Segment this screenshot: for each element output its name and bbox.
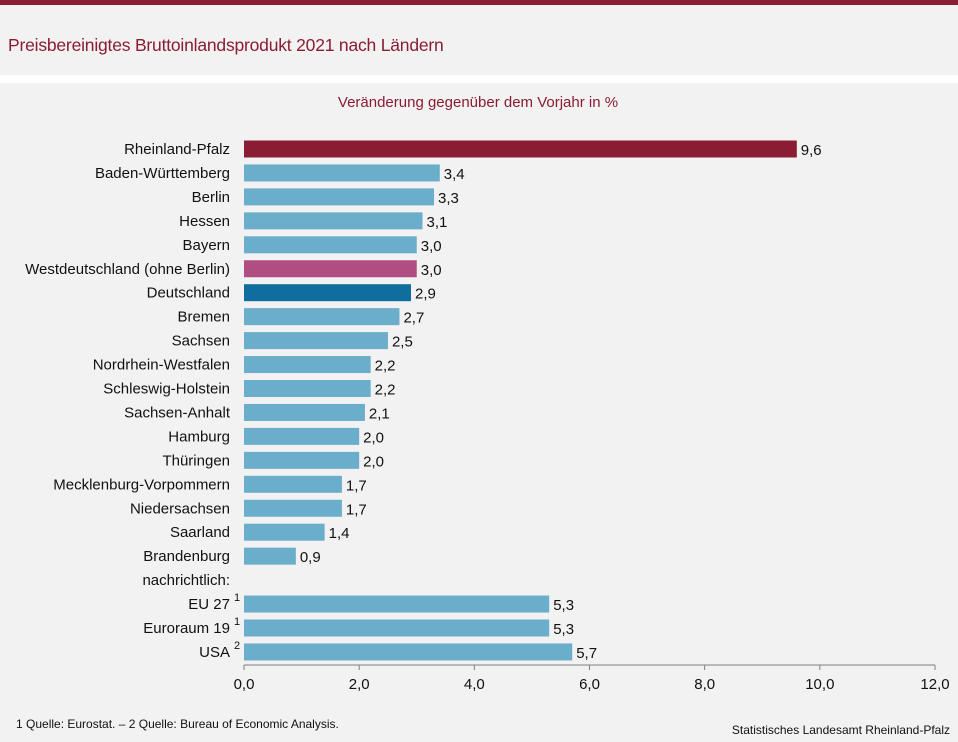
value-label-westdeutschland-ohne-berlin: 3,0 [421,262,442,279]
category-label-baden-württemberg: Baden-Württemberg [95,165,230,182]
bar-saarland [244,523,325,541]
value-label-saarland: 1,4 [329,525,350,542]
value-label-usa: 5,7 [576,645,597,662]
bar-hamburg [244,427,360,445]
value-label-nordrhein-westfalen: 2,2 [375,358,396,375]
category-label-deutschland: Deutschland [147,285,230,302]
value-label-eu-27: 5,3 [553,597,574,614]
category-label-westdeutschland-ohne-berlin: Westdeutschland (ohne Berlin) [25,261,230,278]
category-label-berlin: Berlin [192,189,230,206]
category-label-saarland: Saarland [170,524,230,541]
bar-niedersachsen [244,499,342,517]
top-accent-bar [0,0,958,5]
bar-eu-27 [244,595,550,613]
bar-mecklenburg-vorpommern [244,475,342,493]
category-label-eu-27: EU 27 [188,596,230,613]
bar-hessen [244,212,423,230]
category-label-bayern: Bayern [182,237,230,254]
value-label-schleswig-holstein: 2,2 [375,382,396,399]
category-label-bremen: Bremen [177,309,230,326]
category-label-mecklenburg-vorpommern: Mecklenburg-Vorpommern [53,476,230,493]
page-title: Preisbereinigtes Bruttoinlandsprodukt 20… [8,35,444,55]
bar-nordrhein-westfalen [244,356,371,374]
category-label-nachrichtlich: nachrichtlich: [142,572,230,589]
x-tick-label: 8,0 [694,676,715,693]
value-label-deutschland: 2,9 [415,286,436,303]
footnote-marker: 1 [234,592,240,604]
bar-schleswig-holstein [244,380,371,397]
value-label-brandenburg: 0,9 [300,549,321,566]
value-label-sachsen-anhalt: 2,1 [369,405,390,422]
x-tick-label: 6,0 [579,676,600,693]
category-label-euroraum-19: Euroraum 19 [143,620,230,637]
category-label-hessen: Hessen [179,213,230,230]
header-separator [0,75,958,83]
bar-brandenburg [244,547,296,565]
value-label-rheinland-pfalz: 9,6 [801,142,822,159]
footnote: 1 Quelle: Eurostat. – 2 Quelle: Bureau o… [16,717,339,731]
bar-bayern [244,236,417,254]
bars-group: Rheinland-Pfalz 9,6 Baden-Württemberg 3,4 Be… [25,140,822,662]
x-tick-label: 10,0 [805,676,834,693]
value-label-bremen: 2,7 [403,310,424,327]
value-label-berlin: 3,3 [438,190,459,207]
category-label-nordrhein-westfalen: Nordrhein-Westfalen [93,357,230,374]
x-tick-label: 0,0 [234,676,255,693]
x-tick-label: 2,0 [349,676,370,693]
category-label-hamburg: Hamburg [168,428,230,445]
bar-euroraum-19 [244,619,550,637]
x-axis: 0,0 2,0 4,0 6,0 8,0 10,0 12,0 [234,664,950,693]
value-label-niedersachsen: 1,7 [346,501,367,518]
category-label-sachsen-anhalt: Sachsen-Anhalt [124,404,231,421]
value-label-thüringen: 2,0 [363,453,384,470]
bar-baden-württemberg [244,164,440,182]
bar-rheinland-pfalz [244,140,797,158]
footnote-marker: 1 [234,616,240,628]
x-tick-label: 4,0 [464,676,485,693]
value-label-mecklenburg-vorpommern: 1,7 [346,477,367,494]
category-label-schleswig-holstein: Schleswig-Holstein [103,381,230,398]
chart-subtitle: Veränderung gegenüber dem Vorjahr in % [338,94,618,111]
bar-sachsen [244,332,388,350]
bar-usa [244,643,573,661]
value-label-baden-württemberg: 3,4 [444,166,465,183]
bar-sachsen-anhalt [244,403,365,421]
footnote-marker: 2 [234,640,240,652]
source-label: Statistisches Landesamt Rheinland-Pfalz [732,723,950,737]
category-label-niedersachsen: Niedersachsen [130,500,230,517]
category-label-rheinland-pfalz: Rheinland-Pfalz [124,141,230,158]
bar-thüringen [244,451,360,469]
header: Preisbereinigtes Bruttoinlandsprodukt 20… [0,5,958,75]
bar-westdeutschland-ohne-berlin [244,260,417,278]
category-label-brandenburg: Brandenburg [143,548,230,565]
bar-deutschland [244,284,411,302]
bar-chart: Veränderung gegenüber dem Vorjahr in % R… [16,94,950,737]
value-label-euroraum-19: 5,3 [553,621,574,638]
value-label-hessen: 3,1 [427,214,448,231]
bar-bremen [244,308,400,326]
category-label-usa: USA [199,644,230,661]
value-label-hamburg: 2,0 [363,429,384,446]
value-label-bayern: 3,0 [421,238,442,255]
x-tick-label: 12,0 [920,676,949,693]
category-label-thüringen: Thüringen [162,452,230,469]
bar-berlin [244,188,435,206]
category-label-sachsen: Sachsen [172,333,230,350]
value-label-sachsen: 2,5 [392,334,413,351]
